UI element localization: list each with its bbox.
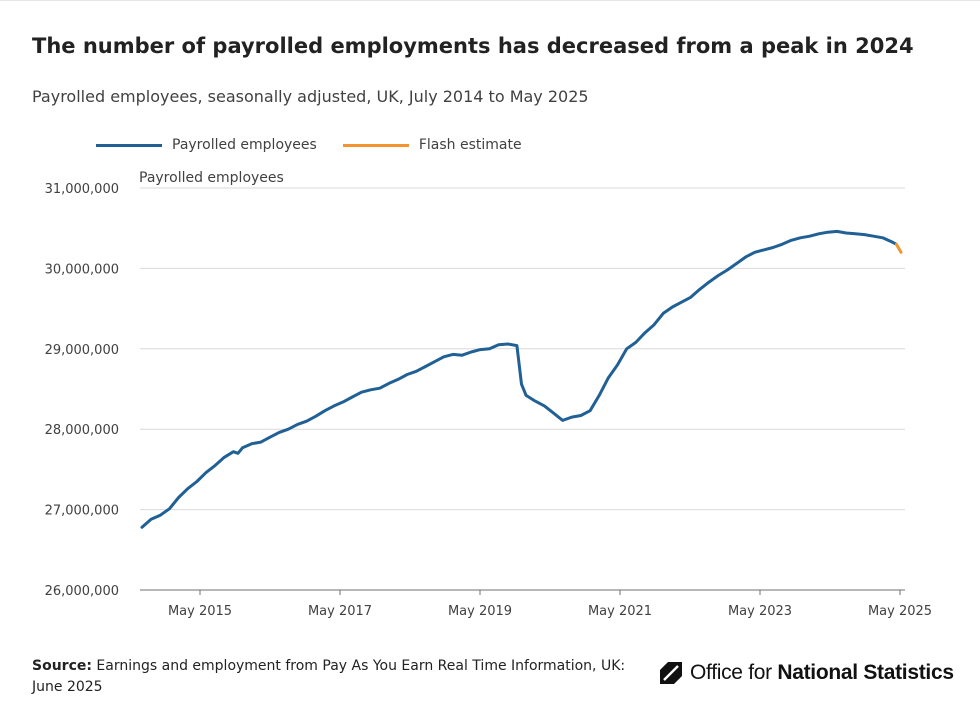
y-tick-label: 28,000,000 <box>45 423 119 438</box>
x-tick-label: May 2021 <box>588 604 652 619</box>
y-tick-label: 27,000,000 <box>45 504 119 519</box>
source-note: Source: Earnings and employment from Pay… <box>32 656 632 698</box>
legend-label-flash: Flash estimate <box>418 137 522 153</box>
x-tick-label: May 2015 <box>168 604 232 619</box>
legend-item-flash[interactable]: Flash estimate <box>342 137 522 153</box>
legend-swatch-payrolled <box>96 143 162 147</box>
y-tick-label: 26,000,000 <box>45 584 119 599</box>
x-tick-label: May 2017 <box>308 604 372 619</box>
ons-logo-text: Office for National Statistics <box>690 661 954 684</box>
legend: Payrolled employees Flash estimate <box>96 135 548 155</box>
x-tick-label: May 2023 <box>728 604 792 619</box>
source-label: Source: <box>32 658 92 674</box>
series-line-flash <box>894 242 903 254</box>
ons-logo-icon <box>660 662 682 684</box>
legend-label-payrolled: Payrolled employees <box>172 137 317 153</box>
series-line-payrolled <box>140 229 898 529</box>
y-tick-label: 31,000,000 <box>45 182 119 197</box>
y-tick-label: 29,000,000 <box>45 343 119 358</box>
legend-swatch-flash <box>342 143 409 147</box>
y-axis-label: Payrolled employees <box>139 170 284 186</box>
top-divider <box>0 0 980 1</box>
chart-title: The number of payrolled employments has … <box>32 34 914 58</box>
source-text: Earnings and employment from Pay As You … <box>32 658 626 695</box>
x-tick-label: May 2019 <box>448 604 512 619</box>
y-tick-label: 30,000,000 <box>45 262 119 277</box>
chart-subtitle: Payrolled employees, seasonally adjusted… <box>32 87 589 106</box>
x-tick-label: May 2025 <box>868 604 932 619</box>
legend-item-payrolled[interactable]: Payrolled employees <box>96 137 317 153</box>
ons-logo: Office for National Statistics <box>658 660 954 686</box>
line-chart: 26,000,000 27,000,000 28,000,000 29,000,000… <box>45 170 932 619</box>
